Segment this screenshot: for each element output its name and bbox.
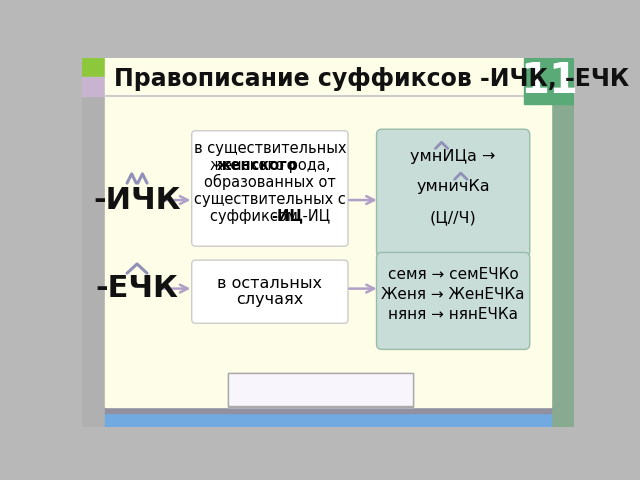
Text: няня → нянЕЧКа: няня → нянЕЧКа: [388, 307, 518, 322]
Bar: [524, 58, 575, 104]
Bar: [228, 372, 413, 407]
Bar: [82, 58, 105, 77]
Bar: [82, 58, 105, 427]
Bar: [551, 58, 575, 427]
Bar: [82, 77, 105, 96]
Bar: [228, 373, 413, 406]
Text: суффиксом -ИЦ: суффиксом -ИЦ: [210, 209, 330, 224]
Text: семя → семЕЧКо: семя → семЕЧКо: [388, 267, 518, 282]
Bar: [228, 372, 413, 407]
Text: -ИЧК: -ИЧК: [93, 186, 180, 215]
FancyBboxPatch shape: [376, 129, 530, 257]
FancyBboxPatch shape: [376, 252, 530, 349]
Text: -ЕЧК: -ЕЧК: [95, 274, 179, 303]
Bar: [105, 413, 551, 427]
Text: в остальных: в остальных: [218, 276, 323, 291]
Text: умничКа: умничКа: [416, 180, 490, 194]
Text: женского рода,: женского рода,: [210, 158, 330, 173]
Text: женского: женского: [217, 158, 298, 173]
Text: умнИЦа →: умнИЦа →: [410, 149, 496, 164]
Bar: [105, 58, 551, 96]
Text: Правописание суффиксов -ИЧК, -ЕЧК: Правописание суффиксов -ИЧК, -ЕЧК: [114, 67, 629, 91]
FancyBboxPatch shape: [192, 131, 348, 246]
Text: образованных от: образованных от: [204, 174, 336, 191]
Text: в существительных: в существительных: [194, 141, 346, 156]
Bar: [105, 96, 551, 407]
Bar: [105, 407, 551, 413]
Text: (Ц//Ч): (Ц//Ч): [429, 210, 477, 225]
Text: случаях: случаях: [236, 292, 303, 307]
Bar: [459, 58, 551, 77]
Text: 11: 11: [520, 60, 578, 102]
FancyBboxPatch shape: [192, 260, 348, 323]
Text: Женя → ЖенЕЧКа: Женя → ЖенЕЧКа: [381, 287, 525, 302]
Text: -ИЦ: -ИЦ: [271, 209, 303, 224]
Text: существительных с: существительных с: [194, 192, 346, 207]
